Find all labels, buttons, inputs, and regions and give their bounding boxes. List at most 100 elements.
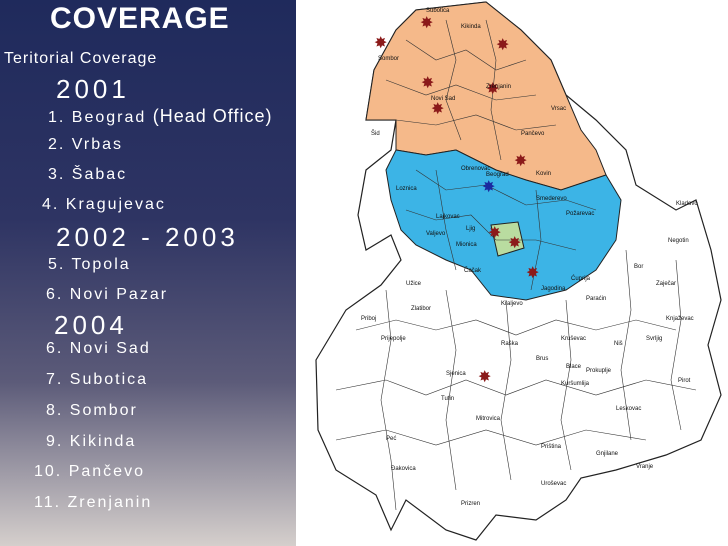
map-label: Peć bbox=[386, 436, 396, 442]
office-name: Vrbas bbox=[71, 136, 123, 153]
map-label: Bor bbox=[634, 264, 643, 270]
office-name: Pančevo bbox=[68, 463, 145, 480]
office-item: 3. Šabac bbox=[48, 166, 127, 184]
star-icon: ✸ bbox=[421, 75, 434, 92]
office-number: 2. bbox=[48, 136, 66, 153]
office-name: Zrenjanin bbox=[67, 494, 153, 511]
office-number: 6. bbox=[46, 340, 64, 357]
office-name: Novi Sad bbox=[69, 340, 151, 357]
map-label: Kovin bbox=[536, 171, 551, 177]
office-number: 11. bbox=[34, 494, 62, 511]
map-label: Đakovica bbox=[391, 466, 416, 472]
map-label: Knjaževac bbox=[666, 316, 694, 322]
office-name: Kragujevac bbox=[65, 196, 166, 213]
left-panel: COVERAGE Teritorial Coverage 2001 1. Beo… bbox=[0, 0, 296, 546]
map-label: Zaječar bbox=[656, 281, 676, 287]
office-name: Subotica bbox=[69, 371, 149, 388]
office-name: Beograd bbox=[71, 109, 147, 126]
map-label: Raška bbox=[501, 341, 519, 347]
map-label: Prokuplje bbox=[586, 368, 612, 374]
map-label: Priština bbox=[541, 444, 562, 450]
star-icon: ✸ bbox=[526, 265, 539, 282]
map-label: Ćuprija bbox=[571, 275, 591, 282]
office-item: 10. Pančevo bbox=[34, 463, 145, 481]
star-icon: ✸ bbox=[508, 235, 521, 252]
map-label: Gnjilane bbox=[596, 451, 619, 457]
office-number: 10. bbox=[34, 463, 63, 480]
map-label: Kuršumlija bbox=[561, 381, 590, 387]
map-label: Niš bbox=[614, 341, 623, 347]
star-icon: ✸ bbox=[496, 37, 509, 54]
office-item: 5. Topola bbox=[48, 256, 131, 274]
map-label: Subotica bbox=[426, 8, 450, 14]
map-label: Zlatibor bbox=[411, 306, 431, 312]
map-label: Blace bbox=[566, 364, 582, 370]
map-label: Prizren bbox=[461, 501, 480, 507]
office-item: 11. Zrenjanin bbox=[34, 494, 152, 512]
map-label: Čačak bbox=[464, 267, 482, 274]
map-label: Uroševac bbox=[541, 481, 566, 487]
map-label: Kikinda bbox=[461, 24, 481, 30]
map-label: Vrsac bbox=[551, 106, 566, 112]
map-label: Mionica bbox=[456, 242, 477, 248]
map-label: Mitrovica bbox=[476, 416, 501, 422]
office-number: 4. bbox=[42, 196, 60, 213]
office-number: 1. bbox=[48, 109, 66, 126]
map-label: Negotin bbox=[668, 238, 689, 244]
office-name: Kikinda bbox=[69, 433, 137, 450]
star-icon: ✸ bbox=[486, 81, 499, 98]
office-item: 9. Kikinda bbox=[46, 433, 136, 451]
year-2004: 2004 bbox=[54, 310, 128, 340]
map-label: Kladovo bbox=[676, 201, 698, 207]
office-item: 6. Novi Pazar bbox=[46, 286, 168, 304]
map-label: Obrenovac bbox=[461, 166, 490, 172]
map-label: Svrljig bbox=[646, 336, 662, 342]
office-name: Novi Pazar bbox=[69, 286, 169, 303]
office-item: 2. Vrbas bbox=[48, 136, 123, 154]
map-label: Paraćin bbox=[586, 296, 606, 302]
map-label: Brus bbox=[536, 356, 548, 362]
office-note: (Head Office) bbox=[152, 106, 273, 126]
office-number: 8. bbox=[46, 402, 64, 419]
star-icon: ✸ bbox=[488, 225, 501, 242]
map-label: Novi Sad bbox=[431, 96, 455, 102]
map-label: Beograd bbox=[486, 172, 509, 178]
slide-title: COVERAGE bbox=[50, 2, 230, 35]
municipal-borders bbox=[335, 19, 697, 511]
office-name: Sombor bbox=[69, 402, 138, 419]
star-icon: ✸ bbox=[431, 101, 444, 118]
star-icon: ✸ bbox=[374, 35, 387, 52]
map-label: Sjenica bbox=[446, 371, 466, 377]
place-labels: Kikinda Zrenjanin Vrsac Šid Pančevo Kovi… bbox=[361, 8, 698, 507]
map-label: Vranje bbox=[636, 464, 654, 470]
office-item: 7. Subotica bbox=[46, 371, 148, 389]
map-label: Ljig bbox=[466, 226, 475, 232]
map-svg: ✸ ✸ ✸ ✸ ✸ ✸ ✸ ✸ ✸ ✸ ✸ ✸ Kikinda Zrenjani… bbox=[315, 1, 722, 541]
office-number: 9. bbox=[46, 433, 64, 450]
map-label: Kraljevo bbox=[501, 301, 523, 307]
slide-subtitle: Teritorial Coverage bbox=[4, 50, 158, 67]
map-label: Pirot bbox=[678, 378, 691, 384]
office-number: 7. bbox=[46, 371, 64, 388]
map-label: Prijepolje bbox=[381, 336, 406, 342]
region-topola-green bbox=[490, 221, 525, 257]
map-label: Pančevo bbox=[521, 131, 545, 137]
serbia-coverage-map: ✸ ✸ ✸ ✸ ✸ ✸ ✸ ✸ ✸ ✸ ✸ ✸ Kikinda Zrenjani… bbox=[296, 0, 728, 546]
office-name: Šabac bbox=[71, 166, 128, 183]
map-label: Tutin bbox=[441, 396, 454, 402]
map-label: Šid bbox=[371, 130, 380, 137]
star-icon: ✸ bbox=[420, 15, 433, 32]
office-item: 1. Beograd (Head Office) bbox=[48, 106, 272, 127]
map-label: Lajkovac bbox=[436, 214, 460, 220]
map-label: Jagodina bbox=[541, 286, 566, 292]
map-label: Sombor bbox=[378, 56, 399, 62]
office-stars: ✸ ✸ ✸ ✸ ✸ ✸ ✸ ✸ ✸ ✸ ✸ ✸ bbox=[374, 15, 539, 386]
office-name: Topola bbox=[71, 256, 131, 273]
year-2001: 2001 bbox=[56, 74, 130, 104]
office-number: 5. bbox=[48, 256, 66, 273]
star-icon: ✸ bbox=[514, 153, 527, 170]
map-label: Priboj bbox=[361, 316, 376, 322]
map-label: Požarevac bbox=[566, 211, 594, 217]
office-item: 4. Kragujevac bbox=[42, 196, 166, 214]
office-number: 6. bbox=[46, 286, 64, 303]
